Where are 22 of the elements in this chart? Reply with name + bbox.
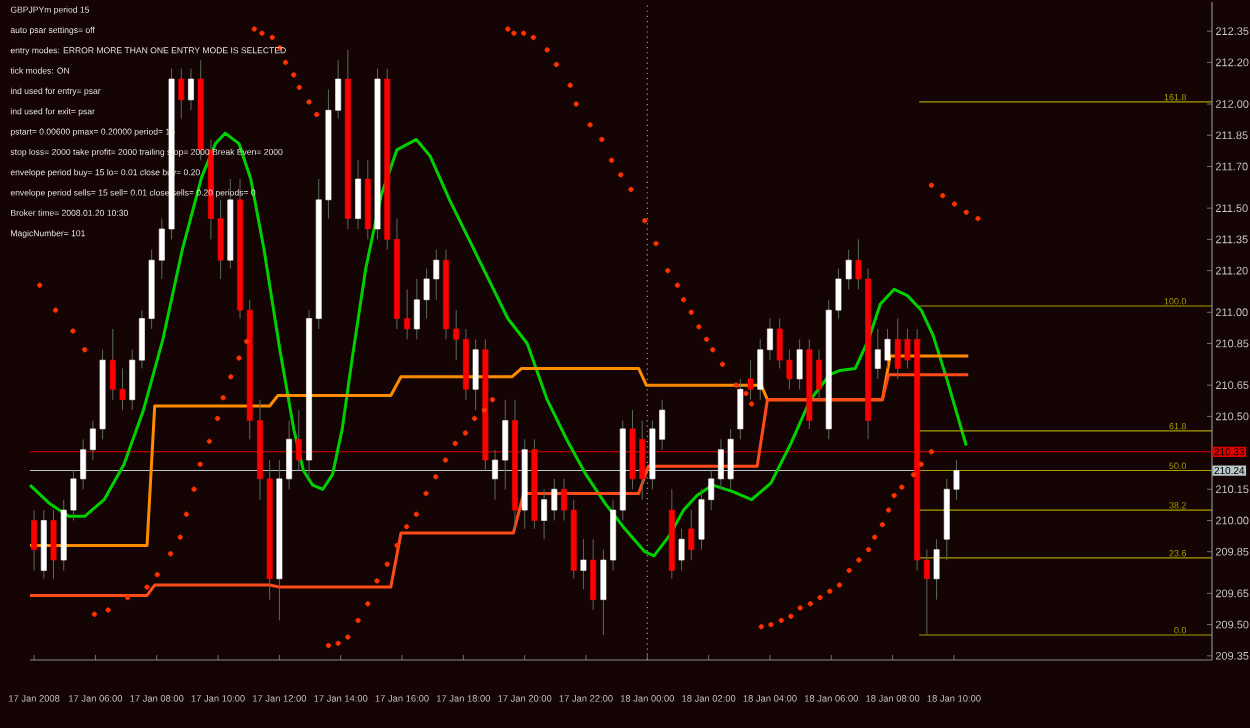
candlestick (129, 349, 136, 411)
candlestick (50, 509, 57, 580)
candlestick (295, 409, 302, 472)
candlestick (472, 338, 479, 411)
candlestick (541, 488, 547, 540)
candlestick (31, 509, 37, 571)
candlestick (492, 449, 498, 501)
candlestick (933, 538, 940, 601)
line-series (28, 373, 970, 597)
candlestick (678, 528, 685, 571)
candlestick (590, 538, 597, 611)
candlestick (796, 338, 803, 390)
candlestick (178, 68, 185, 120)
candlestick (453, 309, 460, 361)
candlestick (923, 549, 930, 636)
candlestick (188, 68, 194, 111)
candlestick (580, 538, 587, 590)
candlestick (688, 509, 695, 561)
candlestick (502, 399, 509, 490)
candlestick (551, 478, 558, 521)
candlestick (355, 159, 361, 230)
candlestick (404, 288, 411, 340)
